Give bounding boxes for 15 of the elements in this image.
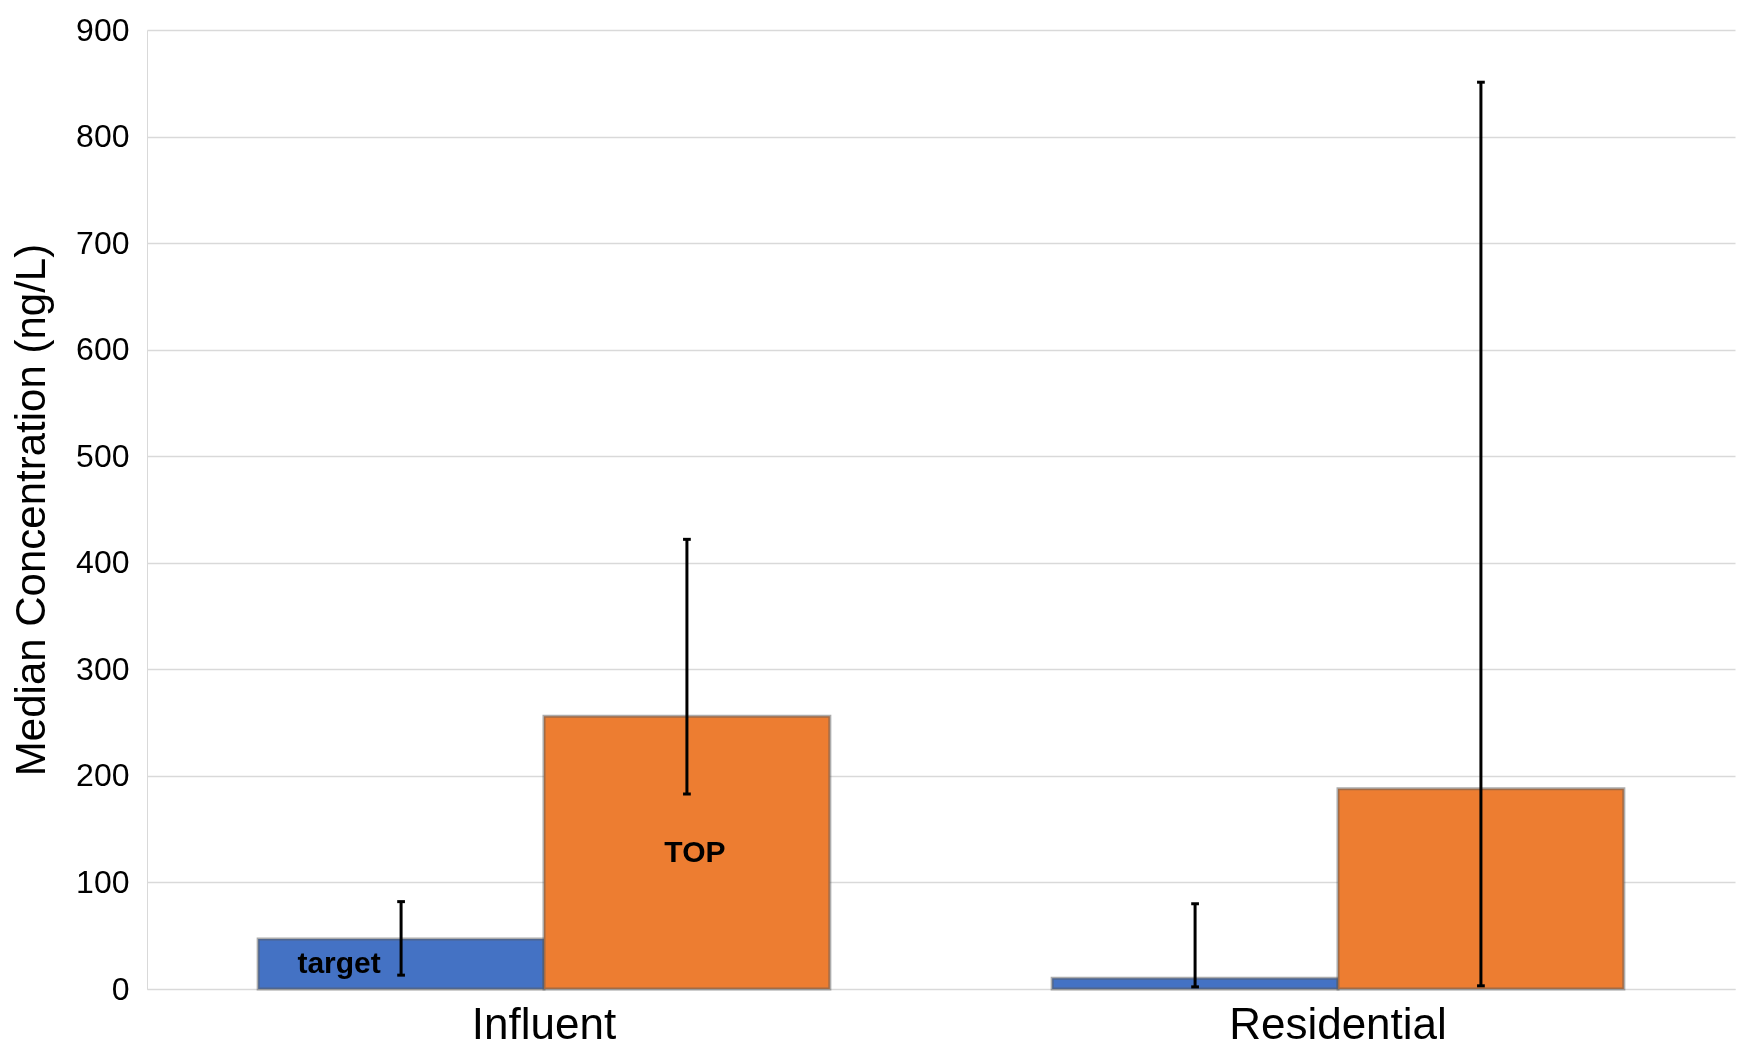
y-tick-label: 500: [76, 437, 130, 474]
y-tick-label: 100: [76, 863, 130, 900]
y-tick-label: 900: [76, 11, 130, 48]
y-tick-label: 300: [76, 650, 130, 687]
x-tick-label: Influent: [471, 998, 617, 1048]
y-tick-label: 400: [76, 544, 130, 581]
y-tick-label: 700: [76, 224, 130, 261]
x-tick-label: Residential: [1229, 998, 1447, 1048]
series-label: target: [297, 945, 381, 979]
y-tick-label: 0: [111, 970, 130, 1007]
series-label: TOP: [664, 834, 726, 868]
y-axis-title: Median Concentration (ng/L): [7, 243, 55, 777]
y-tick-label: 600: [76, 331, 130, 368]
y-tick-label: 200: [76, 757, 130, 794]
y-tick-label: 800: [76, 118, 130, 155]
